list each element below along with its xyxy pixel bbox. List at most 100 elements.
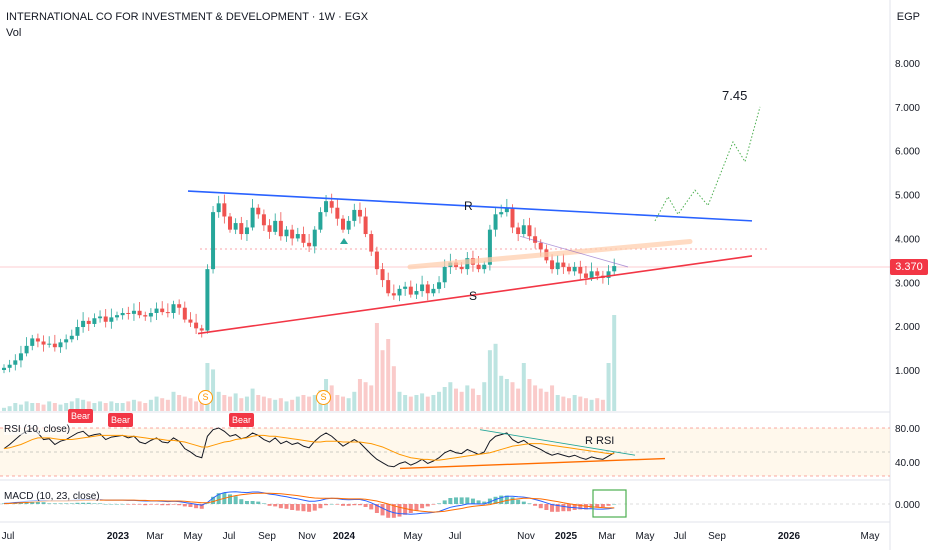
candle-body: [437, 282, 442, 289]
macd-histogram-bar: [2, 503, 6, 504]
time-tick-label: 2026: [778, 531, 801, 542]
resistance-trendline[interactable]: [187, 190, 753, 222]
volume-bar: [312, 395, 317, 411]
volume-label: Vol: [6, 27, 22, 39]
macd-histogram-bar: [493, 496, 498, 504]
last-price-tag: 3.370: [890, 259, 928, 275]
volume-bar: [41, 404, 46, 411]
candle-body: [403, 286, 408, 289]
macd-histogram-bar: [284, 504, 289, 509]
candle-body: [165, 312, 170, 314]
volume-bar: [211, 369, 216, 411]
price-panel: [0, 46, 890, 411]
candle-body: [256, 207, 261, 215]
rsi-series: [3, 427, 666, 470]
candle-body: [228, 216, 232, 230]
candle-body: [583, 273, 588, 278]
macd-histogram-bar: [583, 504, 588, 510]
macd-histogram-bar: [521, 501, 526, 504]
macd-histogram-bar: [261, 503, 266, 504]
macd-histogram-bar: [476, 500, 481, 504]
volume-bar: [58, 404, 63, 411]
macd-histogram-bar: [98, 503, 103, 504]
macd-histogram-bar: [555, 504, 560, 512]
volume-bar: [527, 379, 532, 411]
volume-bar: [352, 391, 357, 411]
candle-body: [397, 288, 402, 296]
volume-bar: [52, 403, 57, 411]
price-tick-label: 8.000: [895, 59, 920, 70]
macd-histogram-bar: [470, 498, 475, 504]
rsi-support-trendline: [399, 457, 666, 470]
volume-bar: [86, 401, 91, 411]
candle-body: [69, 335, 74, 340]
candle-body: [357, 209, 362, 217]
volume-bar: [476, 395, 481, 411]
dividend-badge[interactable]: S: [198, 390, 213, 405]
volume-bar: [115, 403, 119, 411]
volume-bar: [600, 399, 605, 411]
macd-histogram-bar: [391, 504, 396, 518]
down-trendline: [519, 235, 629, 268]
macd-tick-label: 0.000: [895, 500, 920, 511]
volume-bar: [487, 350, 492, 411]
candle-body: [160, 308, 165, 313]
macd-histogram-bar: [408, 504, 413, 513]
macd-histogram-bar: [126, 504, 131, 505]
price-tick-label: 7.000: [895, 103, 920, 114]
macd-histogram-bar: [256, 501, 261, 504]
candle-body: [414, 291, 419, 295]
macd-histogram-bar: [363, 504, 368, 507]
time-tick-label: Mar: [598, 531, 616, 542]
candle-body: [35, 338, 40, 342]
macd-histogram-bar: [58, 503, 63, 504]
volume-bar: [290, 399, 295, 411]
price-axis[interactable]: 8.000 7.000 6.000 5.000 4.000 3.000 2.000 1.000…: [895, 59, 920, 511]
volume-bar: [307, 396, 312, 411]
macd-histogram-bar: [420, 504, 425, 509]
macd-histogram-bar: [380, 504, 385, 516]
macd-histogram-bar: [324, 504, 329, 506]
dividend-badge[interactable]: S: [316, 390, 331, 405]
candle-body: [391, 293, 396, 296]
volume-bar: [143, 403, 148, 411]
candle-body: [154, 308, 159, 313]
candle-body: [386, 280, 391, 294]
macd-histogram-bar: [437, 503, 442, 504]
candle-body: [58, 342, 63, 348]
volume-bar: [612, 315, 617, 411]
macd-histogram-bar: [448, 498, 453, 504]
macd-histogram-bar: [341, 504, 345, 506]
volume-bar: [13, 403, 18, 411]
candle-body: [244, 227, 249, 235]
candle-body: [290, 229, 295, 239]
candle-body: [222, 203, 227, 217]
support-trendline[interactable]: [197, 255, 753, 335]
macd-histogram-bar: [442, 500, 447, 504]
bear-badge[interactable]: Bear: [108, 413, 134, 427]
macd-histogram-bar: [544, 504, 549, 510]
candle-body: [143, 315, 148, 317]
macd-histogram-bar: [154, 504, 159, 505]
volume-bar: [199, 399, 204, 411]
volume-bar: [504, 379, 509, 411]
bear-badge[interactable]: Bear: [229, 413, 255, 427]
macd-histogram-bar: [510, 497, 515, 504]
macd-histogram-bar: [233, 496, 238, 504]
volume-bar: [346, 398, 351, 411]
time-axis[interactable]: Jul 2023 Mar Jul Sep Nov 2024 Jul Nov 2025 Mar May J…: [2, 531, 880, 542]
volume-bar: [131, 399, 136, 411]
macd-histogram-bar: [595, 504, 600, 508]
volume-bar: [233, 393, 238, 411]
volume-bar: [595, 398, 600, 411]
candle-body: [284, 229, 289, 237]
macd-histogram-bar: [75, 502, 80, 504]
volume-bar: [521, 363, 526, 411]
candle-body: [92, 318, 97, 324]
candle-body: [572, 266, 577, 272]
rsi-tick-label: 40.00: [895, 458, 920, 469]
currency-label: EGP: [896, 11, 920, 23]
candle-body: [13, 360, 18, 365]
bear-badge[interactable]: Bear: [68, 409, 94, 423]
